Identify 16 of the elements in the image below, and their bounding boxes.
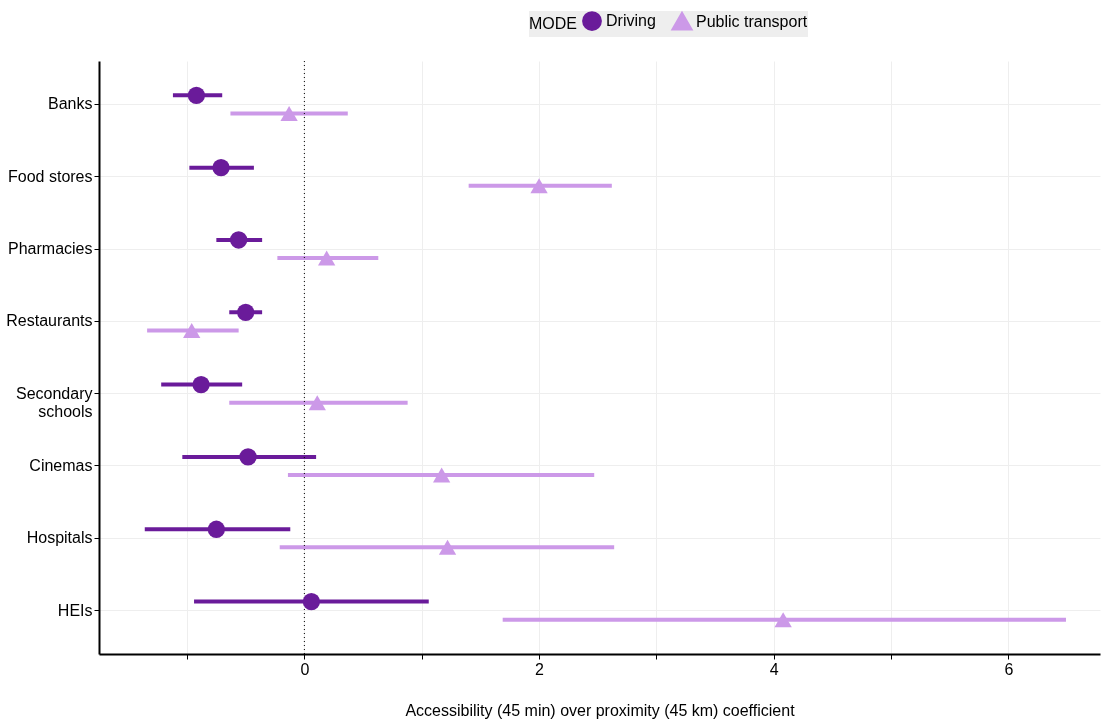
- x-tick-label: 4: [769, 660, 779, 678]
- legend-title: MODE: [529, 15, 577, 32]
- x-tick-label: 0: [300, 660, 310, 678]
- x-tick-label: 6: [1004, 660, 1014, 678]
- y-tick-label: Cinemas: [29, 456, 93, 474]
- y-tick-label: Food stores: [8, 167, 93, 185]
- y-tick-label: Restaurants: [6, 312, 93, 330]
- x-tick-label: 2: [535, 660, 545, 678]
- y-tick-label: Secondary schools: [16, 384, 93, 420]
- y-tick-label: Banks: [48, 95, 93, 113]
- y-tick-label: Hospitals: [26, 529, 93, 547]
- legend-label: Driving: [606, 12, 656, 30]
- y-tick-label: Pharmacies: [8, 240, 93, 258]
- x-axis-title: Accessibility (45 min) over proximity (45 km) coefficient: [405, 701, 796, 719]
- y-tick-label: HEIs: [57, 601, 93, 619]
- legend-label: Public transport: [696, 12, 808, 30]
